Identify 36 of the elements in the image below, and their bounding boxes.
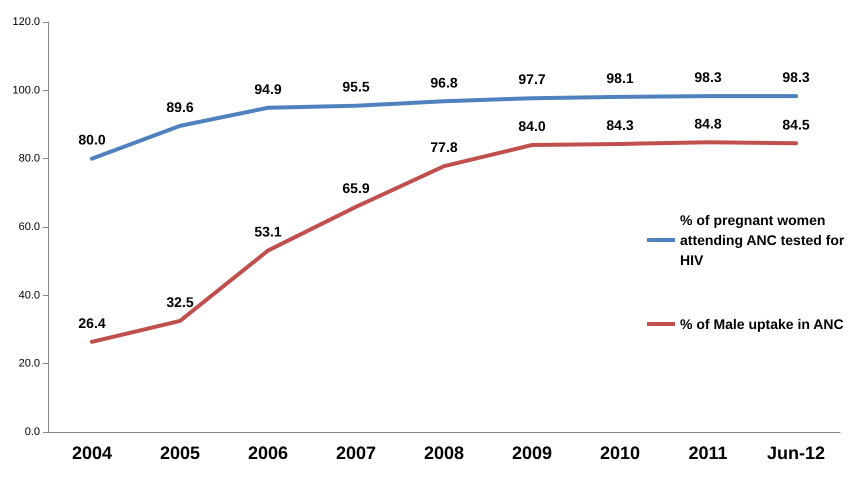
data-label: 26.4 xyxy=(78,314,106,331)
data-label: 84.0 xyxy=(518,118,546,134)
x-tick-label: 2009 xyxy=(512,443,552,463)
data-label: 98.3 xyxy=(782,69,810,86)
data-label: 84.5 xyxy=(782,116,810,132)
y-tick-label: 40.0 xyxy=(18,289,40,302)
legend-label: % of pregnant women attending ANC tested for HIV xyxy=(680,212,848,268)
x-tick-label: 2011 xyxy=(688,443,728,463)
data-label: 98.3 xyxy=(694,69,722,86)
data-label: 65.9 xyxy=(342,180,370,196)
data-label: 98.1 xyxy=(606,70,634,86)
y-tick-label: 100.0 xyxy=(12,84,40,96)
data-label: 77.8 xyxy=(430,139,458,156)
x-tick-label: Jun-12 xyxy=(766,443,826,463)
legend-label: % of Male uptake in ANC xyxy=(680,316,844,332)
y-tick-label: 120.0 xyxy=(12,16,40,28)
data-label: 95.5 xyxy=(342,78,370,95)
x-tick-label: 2004 xyxy=(72,443,112,463)
data-label: 53.1 xyxy=(254,224,282,240)
y-tick-label: 20.0 xyxy=(18,358,40,370)
data-label: 94.9 xyxy=(254,80,282,97)
x-tick-label: 2007 xyxy=(336,443,376,463)
x-tick-label: 2005 xyxy=(160,443,200,463)
data-label: 96.8 xyxy=(430,74,458,90)
x-tick-label: 2008 xyxy=(424,443,464,463)
data-label: 97.7 xyxy=(518,71,546,88)
y-tick-label: 0.0 xyxy=(24,426,40,438)
data-label: 84.8 xyxy=(694,115,722,132)
x-tick-label: 2010 xyxy=(600,443,640,463)
data-label: 80.0 xyxy=(78,132,106,148)
data-label: 84.3 xyxy=(606,116,634,133)
data-label: 32.5 xyxy=(166,294,194,310)
y-tick-label: 60.0 xyxy=(18,221,40,233)
data-label: 89.6 xyxy=(166,98,194,115)
x-tick-label: 2006 xyxy=(248,443,288,463)
y-tick-label: 80.0 xyxy=(18,152,40,165)
